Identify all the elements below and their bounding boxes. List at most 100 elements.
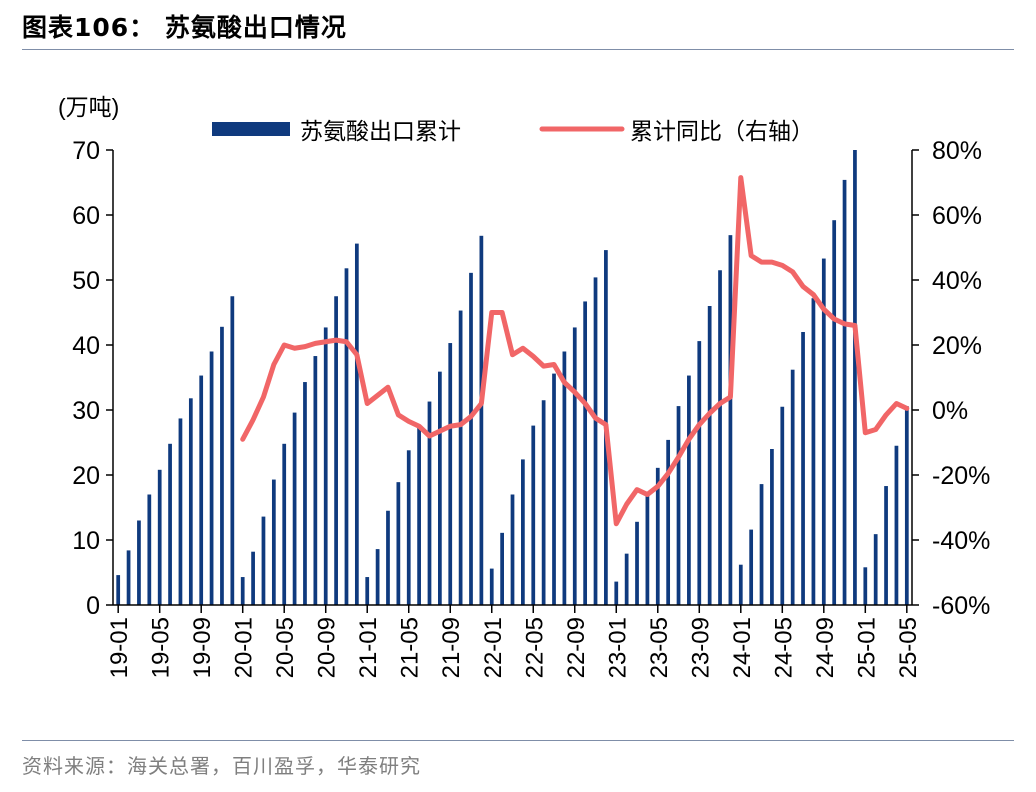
bar (832, 220, 837, 605)
x-axis-tick-label: 20-09 (314, 617, 341, 678)
bar (427, 401, 432, 605)
yoy-line (240, 175, 910, 527)
left-axis-unit: (万吨) (58, 94, 119, 120)
bar (458, 310, 463, 605)
bar (572, 327, 577, 605)
bar (199, 375, 204, 605)
x-axis-tick-label: 24-01 (729, 617, 756, 678)
bar (521, 459, 525, 605)
bar (220, 326, 224, 605)
bar (655, 467, 660, 605)
bar (904, 406, 909, 605)
bar (821, 258, 826, 605)
x-axis-tick-label: 24-09 (812, 617, 839, 678)
bar (375, 549, 380, 605)
bar (282, 443, 287, 605)
bar (593, 277, 598, 605)
bar (178, 418, 183, 605)
title-divider (22, 49, 1014, 50)
right-axis-tick-label: 40% (932, 267, 982, 295)
bar (624, 553, 629, 605)
left-axis-tick-label: 50 (72, 267, 100, 295)
x-axis-tick-label: 22-05 (521, 617, 548, 678)
bar (884, 486, 888, 605)
bar (707, 306, 712, 605)
bar (292, 412, 297, 605)
bar-series (116, 150, 909, 606)
bar (396, 482, 401, 605)
bar (303, 382, 307, 605)
x-axis-tick-label: 22-01 (480, 617, 507, 678)
bar (738, 564, 743, 605)
bar (240, 577, 245, 605)
bar (344, 268, 349, 605)
left-axis-tick-label: 70 (72, 137, 100, 165)
x-axis-tick-label: 25-01 (853, 617, 880, 678)
bar (147, 494, 152, 605)
bar (116, 575, 121, 605)
bar (697, 341, 702, 605)
right-axis-tick-label: 0% (932, 397, 968, 425)
legend-swatch-bar (212, 122, 290, 136)
x-axis-tick-label: 21-09 (438, 617, 465, 678)
bar (354, 243, 359, 605)
left-axis-tick-label: 60 (72, 202, 100, 230)
legend: 苏氨酸出口累计 累计同比（右轴） (212, 118, 814, 144)
x-axis-tick-label: 19-09 (189, 617, 216, 678)
bar (635, 521, 639, 605)
right-axis-tick-label: 60% (932, 202, 982, 230)
bar (811, 298, 816, 605)
right-axis-tick-label: 20% (932, 332, 982, 360)
bar (801, 332, 805, 605)
right-axis-tick-label: -20% (932, 462, 990, 490)
bar (614, 581, 619, 605)
left-axis-tick-label: 0 (86, 592, 100, 620)
bar (541, 400, 546, 605)
left-axis-tick-label: 10 (72, 527, 100, 555)
bar (489, 568, 494, 605)
bar (386, 510, 390, 605)
x-axis-tick-label: 23-09 (687, 617, 714, 678)
chart: 0 10 20 30 40 50 60 70 (万吨) -60% -40% -20% 0% 20% 40% 6… (58, 94, 990, 678)
bar (271, 479, 276, 605)
left-axis-tick-label: 30 (72, 397, 100, 425)
bar (126, 550, 131, 605)
legend-label-line: 累计同比（右轴） (630, 118, 814, 144)
bar (209, 351, 214, 605)
x-axis-tick-label: 20-01 (231, 617, 258, 678)
bar (749, 529, 754, 605)
bar (770, 449, 774, 605)
bar (510, 494, 515, 605)
bar (718, 270, 722, 605)
x-axis-tick-label: 24-05 (770, 617, 797, 678)
x-axis-tick-label: 21-01 (355, 617, 382, 678)
bar (790, 369, 795, 605)
x-axis-tick-label: 22-09 (563, 617, 590, 678)
left-axis-tick-label: 40 (72, 332, 100, 360)
right-axis-tick-label: -60% (932, 592, 990, 620)
bar (500, 532, 504, 605)
x-axis-tick-label: 23-05 (646, 617, 673, 678)
x-axis-tick-label: 23-01 (604, 617, 631, 678)
bar (251, 551, 255, 605)
bar (853, 150, 857, 605)
bar (666, 439, 671, 605)
x-axis-tick-label: 21-05 (397, 617, 424, 678)
axes: 0 10 20 30 40 50 60 70 (万吨) -60% -40% -20% 0% 20% 40% 6… (58, 94, 990, 678)
bar (552, 373, 556, 605)
bar (873, 534, 878, 605)
chart-title: 图表106： 苏氨酸出口情况 (22, 13, 347, 42)
bar (157, 469, 162, 605)
bar (323, 327, 328, 605)
source-note: 资料来源：海关总署，百川盈孚，华泰研究 (22, 754, 421, 778)
bar (313, 356, 318, 605)
bar (261, 516, 266, 605)
x-axis-tick-label: 20-05 (272, 617, 299, 678)
right-axis-tick-label: -40% (932, 527, 990, 555)
bar (168, 443, 172, 605)
line-series (240, 175, 910, 527)
bar (759, 484, 764, 605)
bar (417, 425, 421, 605)
bar (780, 406, 785, 605)
bar (645, 495, 650, 605)
